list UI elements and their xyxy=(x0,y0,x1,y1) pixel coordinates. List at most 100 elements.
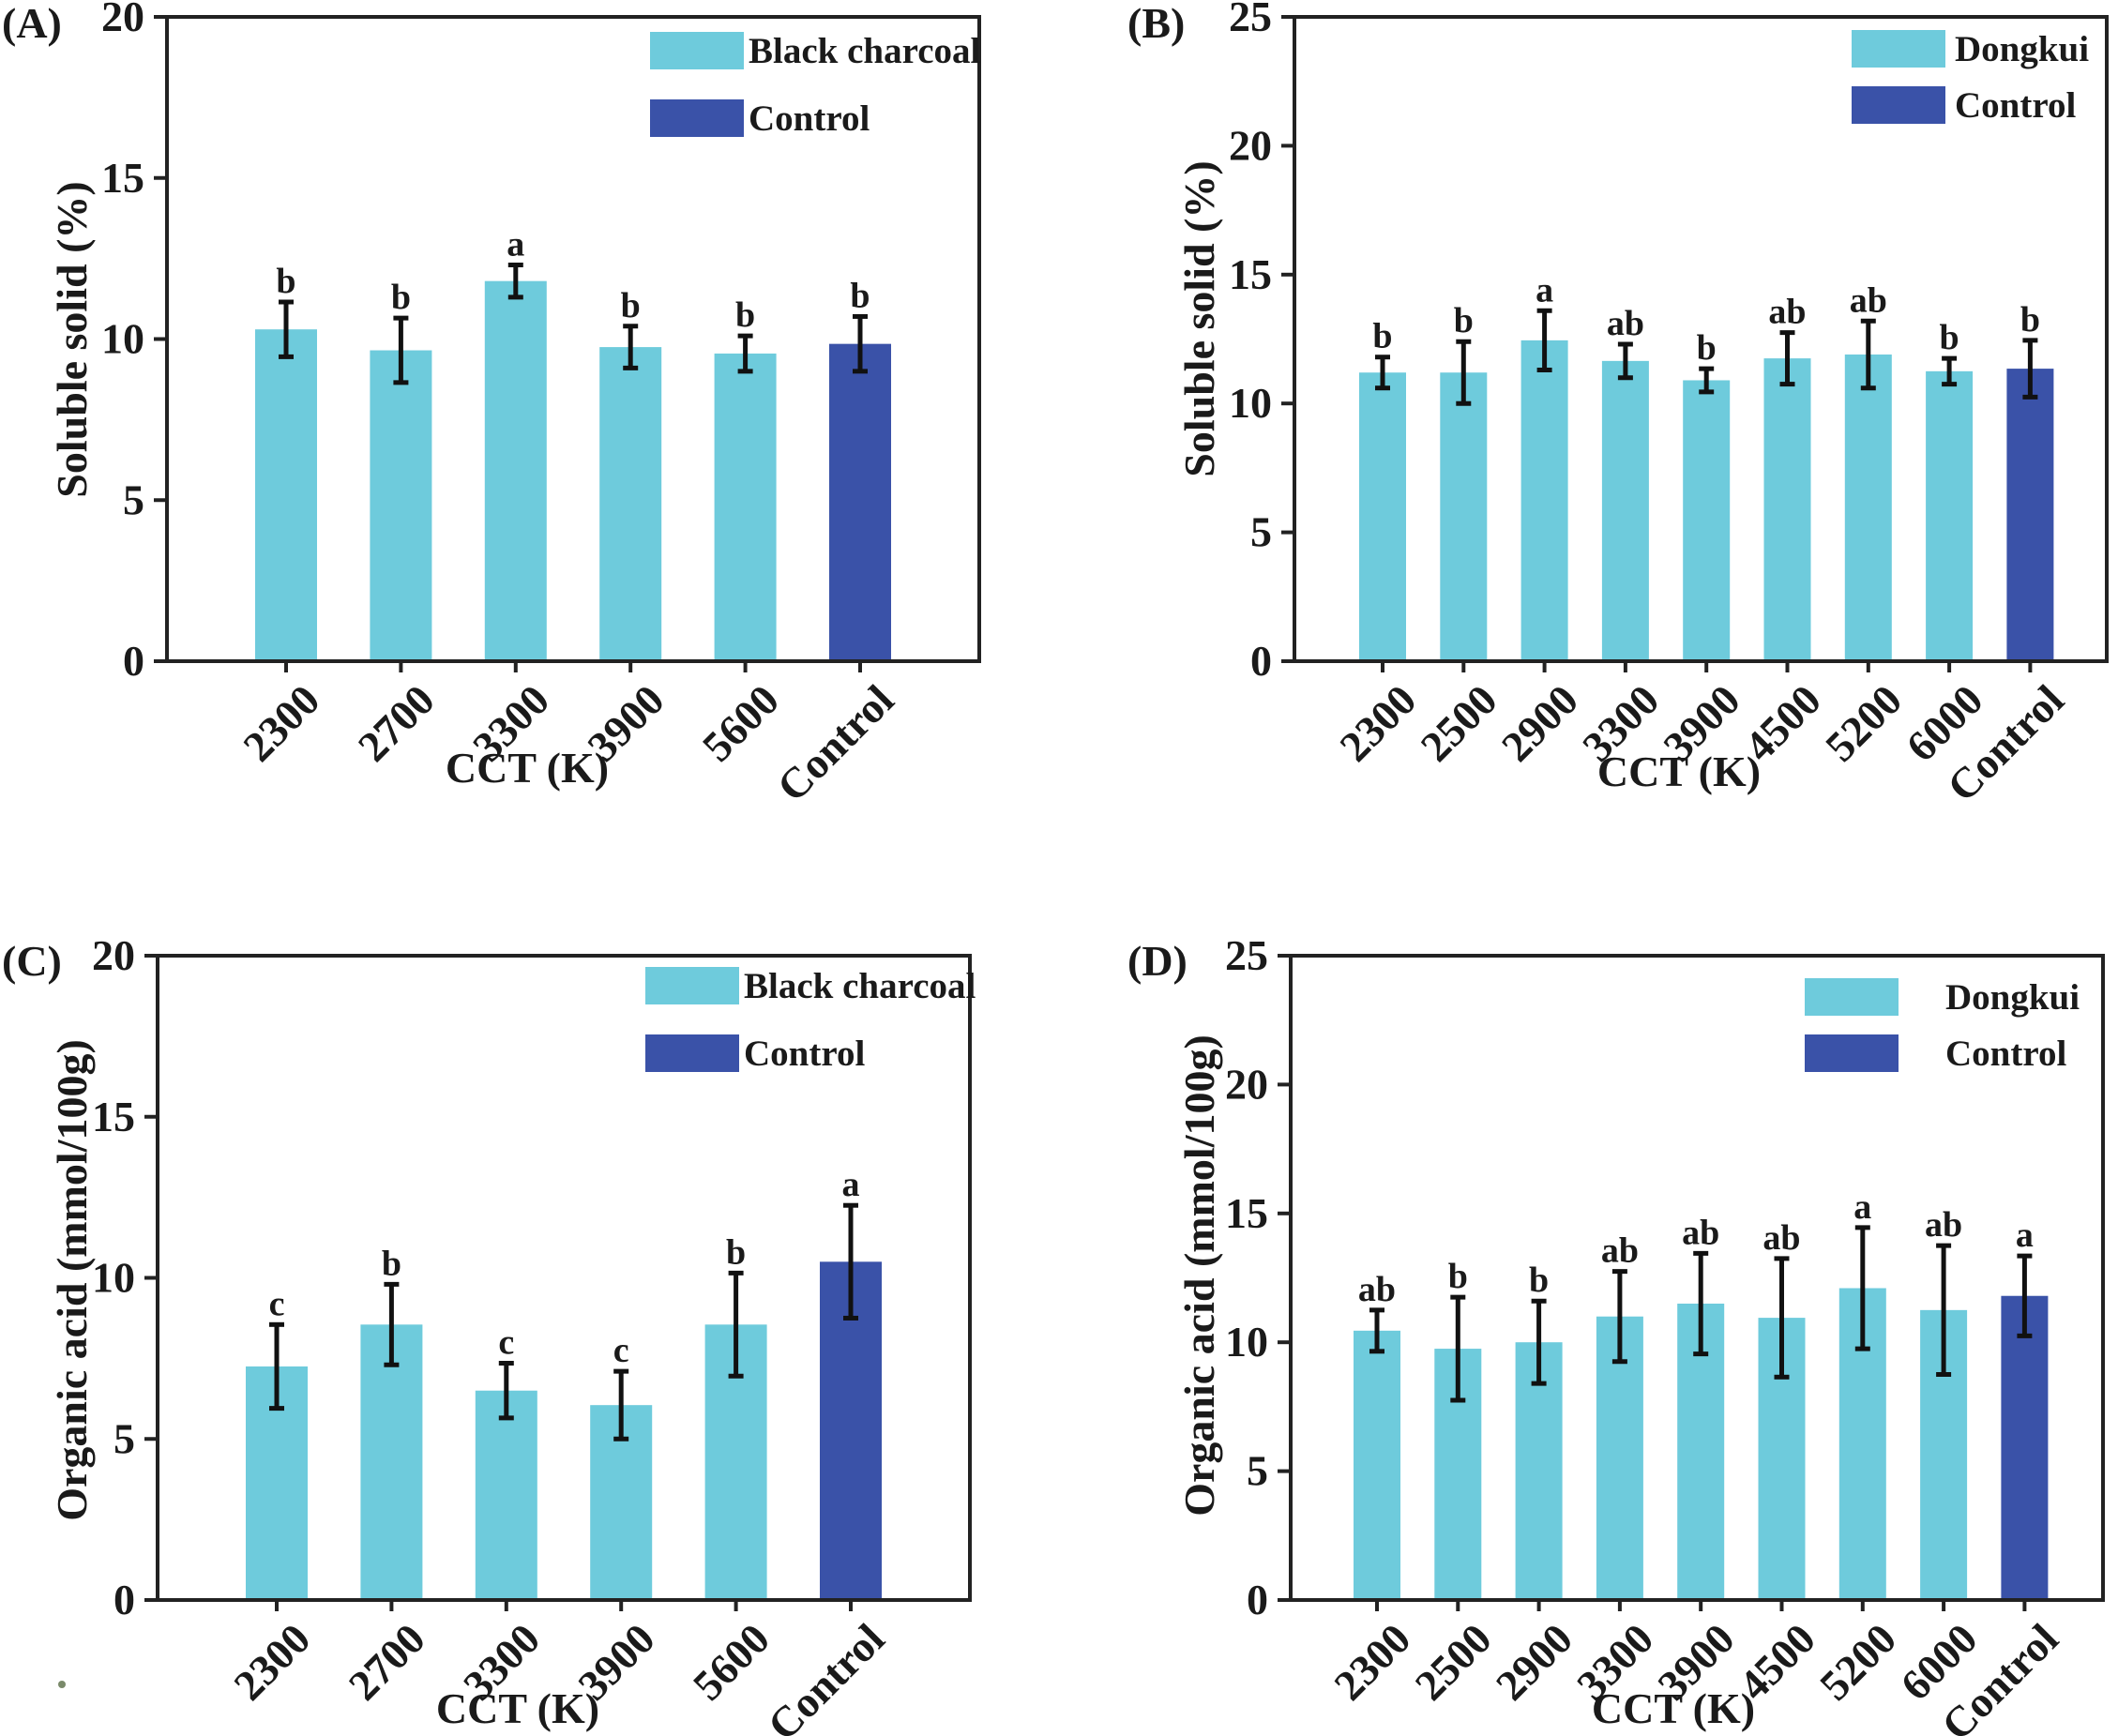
error-bar-3300 xyxy=(1617,341,1633,381)
error-bar-2300 xyxy=(279,299,294,359)
error-bar-2300 xyxy=(269,1321,284,1411)
significance-letter: b xyxy=(726,1232,746,1272)
legend-swatch-treatment xyxy=(645,967,739,1004)
panel-label: (D) xyxy=(1127,937,1188,985)
legend-label: Control xyxy=(749,98,870,139)
y-tick-label: 10 xyxy=(1229,379,1272,427)
bar-3300 xyxy=(484,280,547,661)
bar-2300 xyxy=(1354,1330,1400,1600)
bar-2500 xyxy=(1440,372,1488,661)
x-tick-label: 2300 xyxy=(234,675,328,770)
legend-label: Dongkui xyxy=(1945,977,2080,1018)
legend-swatch-control xyxy=(645,1034,739,1072)
significance-letter: b xyxy=(1448,1257,1468,1296)
error-bar-2300 xyxy=(1369,1307,1384,1354)
y-tick-label: 0 xyxy=(1250,637,1272,685)
y-tick-label: 0 xyxy=(1247,1576,1268,1623)
legend-label: Black charcoal xyxy=(744,966,976,1006)
error-bar-control xyxy=(853,313,868,374)
y-axis-title: Organic acid (mmol/100g) xyxy=(48,1039,96,1521)
significance-letter: ab xyxy=(1925,1205,1962,1245)
error-bar-5200 xyxy=(1854,1225,1870,1351)
bar-4500 xyxy=(1763,358,1811,661)
significance-letter: b xyxy=(391,278,411,317)
significance-letter: ab xyxy=(1682,1213,1719,1252)
y-tick-label: 15 xyxy=(101,154,144,202)
x-tick-label: 2700 xyxy=(340,1614,434,1709)
error-bar-5200 xyxy=(1860,318,1876,391)
significance-letter: a xyxy=(1536,270,1553,309)
bar-2700 xyxy=(360,1324,423,1600)
legend: Dongkui Control xyxy=(1852,29,2089,126)
legend: Black charcoal Control xyxy=(645,966,976,1074)
x-tick-label: 2900 xyxy=(1487,1614,1581,1709)
significance-letter: b xyxy=(2020,300,2040,340)
significance-letter: ab xyxy=(1607,304,1644,343)
y-tick-label: 15 xyxy=(1225,1189,1268,1237)
x-tick-label: Control xyxy=(768,675,903,810)
x-tick-label: 2900 xyxy=(1492,675,1587,770)
plot-frame xyxy=(1293,15,2109,663)
significance-letter: a xyxy=(507,224,524,264)
x-tick-label: 2300 xyxy=(1324,1614,1419,1709)
significance-letter: b xyxy=(1529,1260,1549,1300)
bar-2700 xyxy=(370,350,432,661)
x-tick-label: Control xyxy=(759,1614,894,1736)
y-tick-label: 10 xyxy=(101,315,144,363)
significance-letter: b xyxy=(1697,328,1717,368)
y-tick-label: 5 xyxy=(1250,508,1272,556)
significance-letter: b xyxy=(1454,301,1474,340)
bar-2900 xyxy=(1520,340,1568,661)
significance-letter: ab xyxy=(1762,1218,1800,1258)
x-tick-label: 2700 xyxy=(349,675,444,770)
error-bar-3900 xyxy=(613,1368,629,1442)
legend: Dongkui Control xyxy=(1805,977,2080,1074)
y-tick-label: 25 xyxy=(1229,0,1272,40)
error-bar-3900 xyxy=(623,324,639,370)
y-tick-label: 20 xyxy=(92,931,135,979)
legend-swatch-treatment xyxy=(650,32,744,69)
bar-control xyxy=(2006,369,2054,661)
error-bar-5600 xyxy=(728,1270,744,1379)
bar-5600 xyxy=(714,353,777,661)
x-tick-label: 2500 xyxy=(1406,1614,1501,1709)
error-bar-3300 xyxy=(507,262,523,300)
legend-label: Control xyxy=(1955,85,2076,126)
significance-letter: b xyxy=(850,276,870,315)
legend: Black charcoal Control xyxy=(650,31,981,139)
y-tick-label: 5 xyxy=(123,476,144,523)
significance-letter: b xyxy=(382,1244,401,1283)
x-axis-title: CCT (K) xyxy=(1592,1684,1755,1732)
y-tick-label: 25 xyxy=(1225,931,1268,979)
legend-label: Black charcoal xyxy=(749,31,981,71)
error-bar-3900 xyxy=(1693,1250,1709,1357)
error-bar-3300 xyxy=(498,1361,514,1421)
panel-label: (B) xyxy=(1127,0,1185,47)
y-tick-label: 5 xyxy=(1247,1447,1268,1495)
y-tick-label: 10 xyxy=(1225,1318,1268,1366)
error-bar-2900 xyxy=(1531,1298,1547,1386)
bar-3300 xyxy=(475,1390,537,1600)
y-tick-label: 0 xyxy=(113,1576,135,1623)
bar-3900 xyxy=(599,347,662,661)
x-tick-label: 2300 xyxy=(1330,675,1425,770)
legend-swatch-control xyxy=(650,99,744,137)
significance-letter: ab xyxy=(1358,1270,1396,1309)
bar-3900 xyxy=(1683,380,1731,661)
legend-swatch-treatment xyxy=(1852,30,1945,68)
error-bar-6000 xyxy=(1942,355,1958,387)
bar-control xyxy=(2001,1295,2049,1600)
error-bar-3300 xyxy=(1611,1269,1627,1365)
x-tick-label: 5600 xyxy=(693,675,788,770)
y-tick-label: 10 xyxy=(92,1254,135,1302)
y-axis-title: Organic acid (mmol/100g) xyxy=(1175,1034,1223,1517)
panel-label: (A) xyxy=(2,0,62,47)
panel-label: (C) xyxy=(2,937,62,985)
bar-2300 xyxy=(1359,372,1406,661)
y-tick-label: 0 xyxy=(123,637,144,685)
significance-letter: a xyxy=(1853,1187,1871,1227)
chart-panel-4: ab b bab ab aba ab a05101520252300250029003300… xyxy=(1127,931,2105,1736)
error-bar-control xyxy=(2017,1253,2033,1338)
